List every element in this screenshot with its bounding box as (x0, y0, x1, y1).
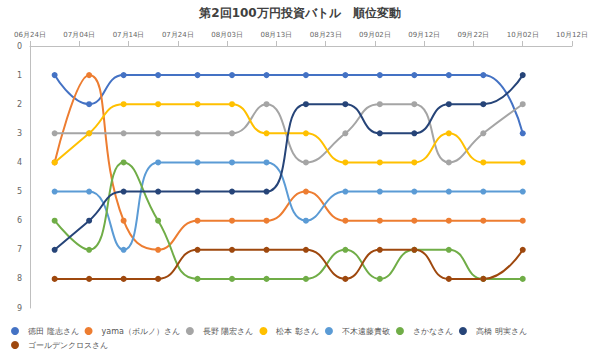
svg-text:ゴールデンクロスさん: ゴールデンクロスさん (28, 341, 108, 350)
svg-text:5: 5 (17, 187, 22, 196)
svg-text:yama（ボルノ）さん: yama（ボルノ）さん (102, 327, 180, 336)
svg-text:07月24日: 07月24日 (162, 31, 194, 39)
svg-text:10月02日: 10月02日 (507, 31, 539, 39)
svg-text:1: 1 (17, 71, 22, 80)
svg-text:6: 6 (17, 216, 22, 225)
svg-text:7: 7 (17, 245, 22, 254)
svg-text:08月13日: 08月13日 (260, 31, 292, 39)
svg-text:0: 0 (17, 42, 22, 51)
svg-text:8: 8 (17, 274, 22, 283)
svg-text:徳田 隆志さん: 徳田 隆志さん (28, 327, 79, 336)
svg-text:09月02日: 09月02日 (359, 31, 391, 39)
svg-text:第2回100万円投資バトル 順位変動: 第2回100万円投資バトル 順位変動 (198, 6, 400, 20)
svg-text:不木遠藤貴敬: 不木遠藤貴敬 (342, 327, 390, 336)
svg-text:9: 9 (17, 304, 22, 313)
svg-text:さかなさん: さかなさん (413, 327, 453, 336)
svg-text:07月04日: 07月04日 (63, 31, 95, 39)
svg-text:06月24日: 06月24日 (14, 31, 46, 39)
svg-text:2: 2 (17, 100, 22, 109)
svg-text:08月03日: 08月03日 (211, 31, 243, 39)
svg-text:09月12日: 09月12日 (408, 31, 440, 39)
svg-text:4: 4 (17, 158, 22, 167)
svg-text:3: 3 (17, 129, 22, 138)
svg-text:07月14日: 07月14日 (113, 31, 145, 39)
svg-text:09月22日: 09月22日 (458, 31, 490, 39)
svg-text:長野 陽宏さん: 長野 陽宏さん (203, 327, 254, 336)
svg-text:08月23日: 08月23日 (310, 31, 342, 39)
svg-text:10月12日: 10月12日 (556, 31, 588, 39)
svg-text:松本 彰さん: 松本 彰さん (276, 327, 319, 336)
svg-text:高橋 明実さん: 高橋 明実さん (476, 327, 527, 336)
